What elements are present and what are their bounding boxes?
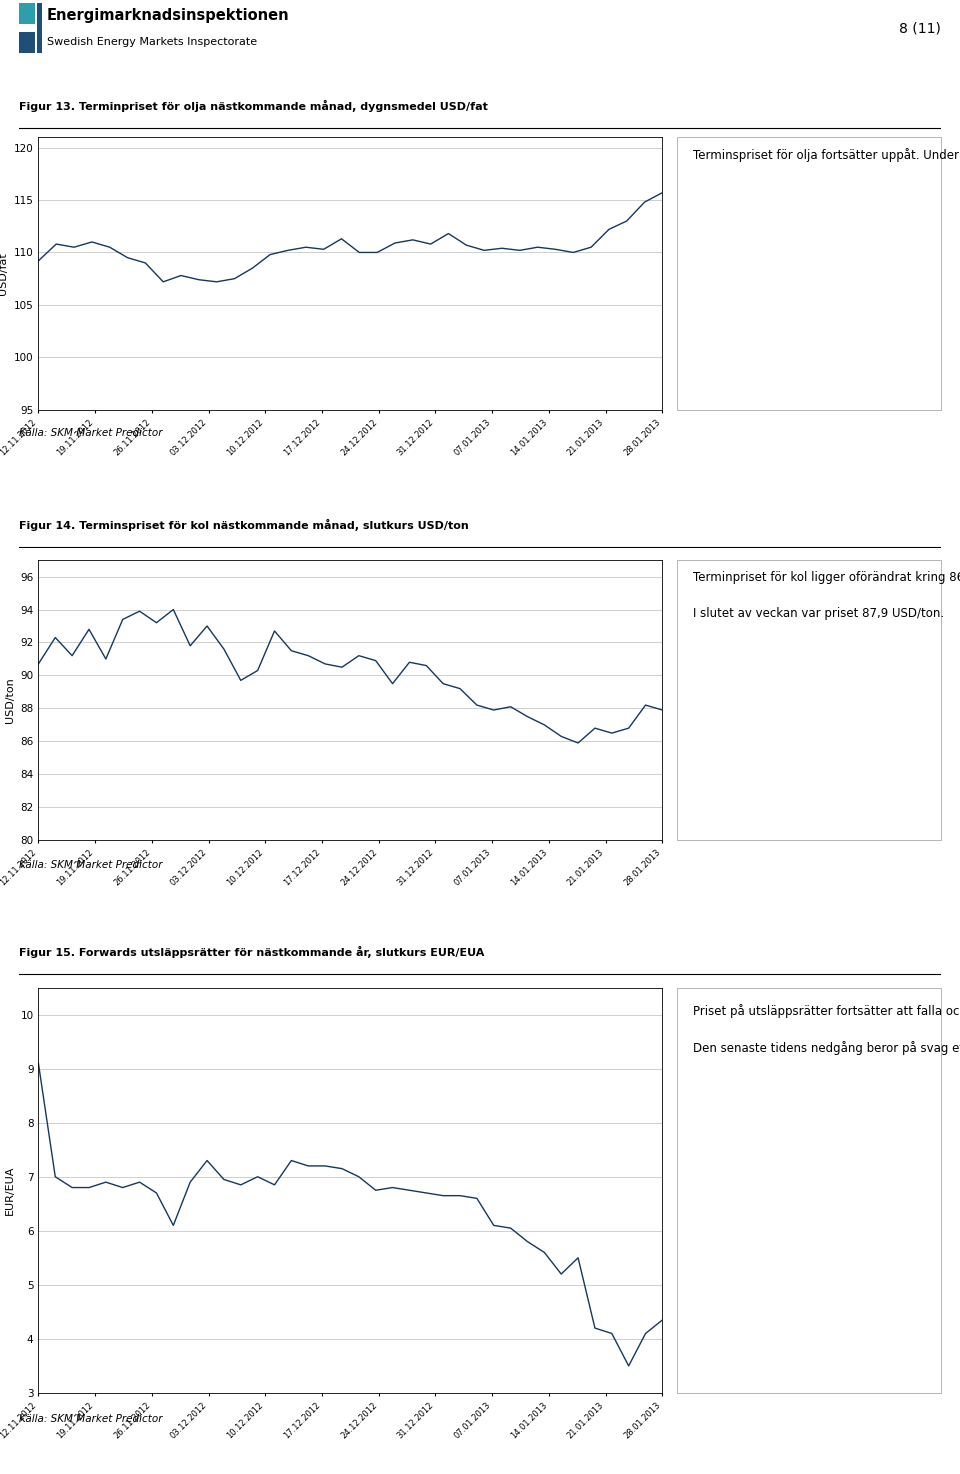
Bar (37, 3, 42, 53)
Bar (19, 32, 35, 53)
Text: Källa: SKM Market Predictor: Källa: SKM Market Predictor (19, 861, 162, 870)
Text: Terminpriset för kol ligger oförändrat kring 86-87 USD/ton.

I slutet av veckan : Terminpriset för kol ligger oförändrat k… (693, 572, 960, 621)
Text: Priset på utsläppsrätter fortsätter att falla och når ständigt nya lägstanivåer.: Priset på utsläppsrätter fortsätter att … (693, 1004, 960, 1055)
Text: Källa: SKM Market Predictor: Källa: SKM Market Predictor (19, 1415, 162, 1424)
Text: Swedish Energy Markets Inspectorate: Swedish Energy Markets Inspectorate (47, 37, 257, 47)
Bar (19, 3, 35, 24)
Y-axis label: USD/fat: USD/fat (0, 252, 8, 295)
Text: Terminspriset för olja fortsätter uppåt. Under fredagen stängde terminspriset på: Terminspriset för olja fortsätter uppåt.… (693, 147, 960, 162)
Y-axis label: EUR/EUA: EUR/EUA (5, 1166, 14, 1215)
Text: Figur 14. Terminspriset för kol nästkommande månad, slutkurs USD/ton: Figur 14. Terminspriset för kol nästkomm… (19, 519, 468, 531)
Y-axis label: USD/ton: USD/ton (5, 677, 14, 724)
Text: Källa: SKM Market Predictor: Källa: SKM Market Predictor (19, 429, 162, 438)
Text: 8 (11): 8 (11) (899, 21, 941, 35)
Text: Figur 13. Terminpriset för olja nästkommande månad, dygnsmedel USD/fat: Figur 13. Terminpriset för olja nästkomm… (19, 100, 488, 112)
Text: Figur 15. Forwards utsläppsrätter för nästkommande år, slutkurs EUR/EUA: Figur 15. Forwards utsläppsrätter för nä… (19, 946, 485, 958)
Text: Energimarknadsinspektionen: Energimarknadsinspektionen (47, 9, 290, 24)
